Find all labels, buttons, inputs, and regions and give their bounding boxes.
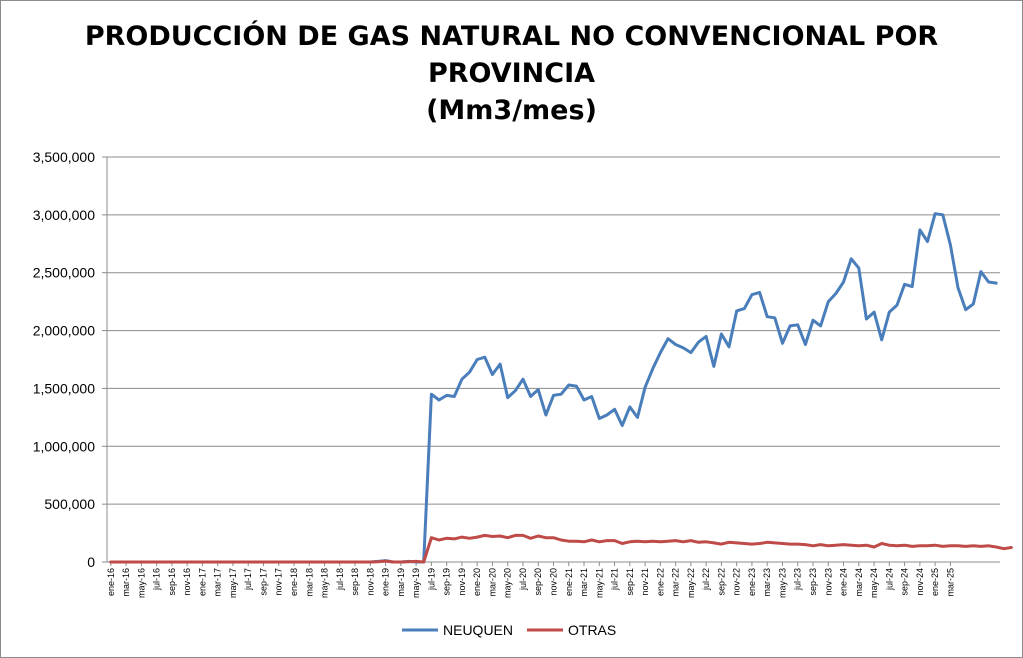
- y-tick-label: 3,000,000: [33, 207, 95, 223]
- x-tick-label: may-17: [228, 568, 238, 598]
- x-tick-label: may-23: [777, 568, 787, 598]
- x-tick-label: nov-20: [549, 568, 559, 596]
- chart-title-line-1: PRODUCCIÓN DE GAS NATURAL NO CONVENCIONA…: [84, 21, 939, 52]
- y-axis-ticks: 0 500,000 1,000,000 1,500,000 2,000,000 2,500…: [33, 149, 107, 570]
- x-tick-label: ene-18: [289, 568, 299, 596]
- x-tick-label: sep-24: [900, 568, 910, 596]
- x-tick-label: sep-20: [533, 568, 543, 596]
- x-tick-label: ene-23: [747, 568, 757, 596]
- y-tick-label: 2,000,000: [33, 323, 95, 339]
- x-tick-label: nov-24: [915, 568, 925, 596]
- x-tick-label: may-20: [503, 568, 513, 598]
- x-tick-label: mar-20: [487, 568, 497, 597]
- x-tick-label: nov-16: [182, 568, 192, 596]
- y-tick-label: 2,500,000: [33, 265, 95, 281]
- x-tick-label: may-22: [686, 568, 696, 598]
- x-tick-label: sep-22: [716, 568, 726, 596]
- chart-title: PRODUCCIÓN DE GAS NATURAL NO CONVENCIONA…: [0, 18, 1023, 129]
- x-tick-label: jul-18: [335, 568, 345, 591]
- x-tick-label: may-24: [869, 568, 879, 598]
- x-tick-label: jul-17: [243, 568, 253, 591]
- x-tick-label: jul-23: [793, 568, 803, 591]
- x-tick-label: mar-17: [213, 568, 223, 597]
- x-tick-label: ene-25: [930, 568, 940, 596]
- series-line-otras: [109, 533, 1013, 564]
- x-tick-label: sep-16: [167, 568, 177, 596]
- x-axis-ticks: ene-16 mar-16 may-16 jul-16 sep-16 nov-16 ene-…: [106, 562, 955, 598]
- x-tick-label: nov-23: [823, 568, 833, 596]
- chart-title-line-2: PROVINCIA: [427, 58, 596, 89]
- y-tick-label: 1,500,000: [33, 380, 95, 396]
- x-tick-label: mar-23: [762, 568, 772, 597]
- y-tick-label: 0: [87, 554, 95, 570]
- x-tick-label: jul-22: [701, 568, 711, 591]
- x-tick-label: nov-18: [365, 568, 375, 596]
- x-tick-label: mar-22: [671, 568, 681, 597]
- x-tick-label: sep-21: [625, 568, 635, 596]
- series-lines: [109, 212, 1013, 564]
- x-tick-label: nov-17: [274, 568, 284, 596]
- x-tick-label: ene-16: [106, 568, 116, 596]
- legend-label-neuquen: NEUQUEN: [443, 622, 513, 638]
- x-tick-label: ene-17: [197, 568, 207, 596]
- x-tick-label: jul-24: [884, 568, 894, 591]
- x-tick-label: mar-25: [945, 568, 955, 597]
- x-tick-label: ene-22: [655, 568, 665, 596]
- x-tick-label: sep-23: [808, 568, 818, 596]
- x-tick-label: may-19: [411, 568, 421, 598]
- y-tick-label: 500,000: [44, 496, 95, 512]
- x-tick-label: jul-20: [518, 568, 528, 591]
- x-tick-label: mar-19: [396, 568, 406, 597]
- gridlines: [107, 156, 1000, 505]
- x-tick-label: ene-19: [381, 568, 391, 596]
- x-tick-label: jul-19: [426, 568, 436, 591]
- x-tick-label: nov-22: [732, 568, 742, 596]
- chart-title-line-3: (Mm3/mes): [426, 95, 597, 126]
- x-tick-label: may-16: [136, 568, 146, 598]
- x-tick-label: mar-21: [579, 568, 589, 597]
- x-tick-label: mar-24: [854, 568, 864, 597]
- x-tick-label: jul-16: [152, 568, 162, 591]
- x-tick-label: jul-21: [610, 568, 620, 591]
- x-tick-label: ene-24: [839, 568, 849, 596]
- x-tick-label: sep-17: [258, 568, 268, 596]
- x-tick-label: ene-21: [564, 568, 574, 596]
- x-tick-label: sep-19: [442, 568, 452, 596]
- legend-label-otras: OTRAS: [568, 622, 616, 638]
- x-tick-label: mar-16: [121, 568, 131, 597]
- x-tick-label: may-18: [320, 568, 330, 598]
- y-tick-label: 3,500,000: [33, 149, 95, 165]
- series-line-neuquen: [109, 212, 998, 564]
- y-tick-label: 1,000,000: [33, 438, 95, 454]
- legend: NEUQUEN OTRAS: [402, 622, 616, 638]
- x-tick-label: sep-18: [350, 568, 360, 596]
- x-tick-label: mar-18: [304, 568, 314, 597]
- x-tick-label: nov-19: [457, 568, 467, 596]
- x-tick-label: may-21: [594, 568, 604, 598]
- x-tick-label: ene-20: [472, 568, 482, 596]
- axes: [106, 157, 1000, 563]
- x-tick-label: nov-21: [640, 568, 650, 596]
